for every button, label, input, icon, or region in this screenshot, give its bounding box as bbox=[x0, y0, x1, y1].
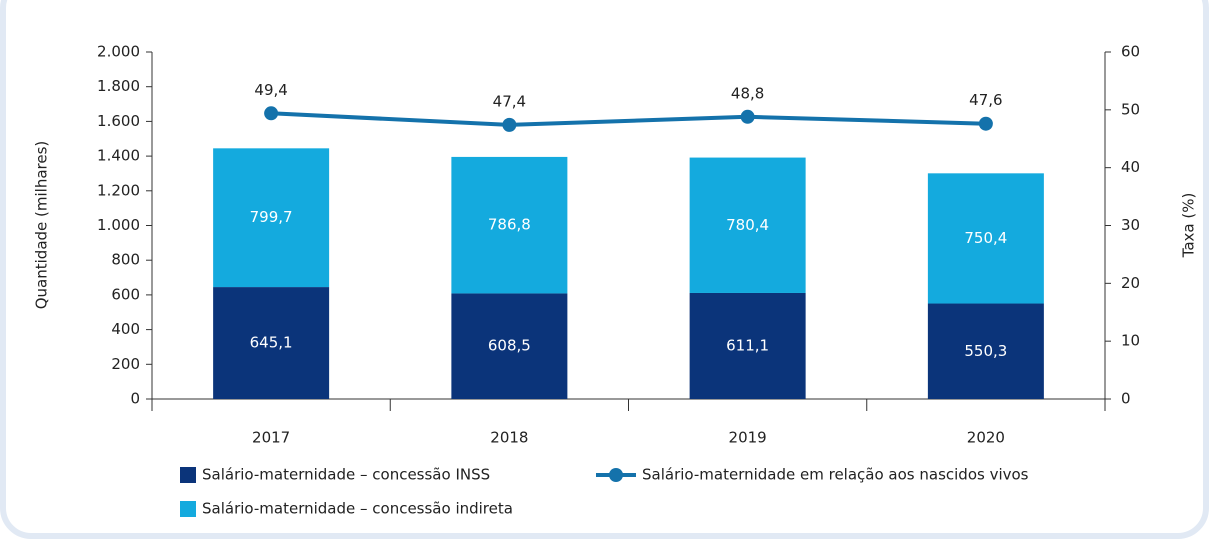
y2-tick-label: 20 bbox=[1121, 274, 1140, 292]
bar bbox=[689, 292, 806, 399]
x-tick-label: 2017 bbox=[252, 429, 290, 447]
data-label: 799,7 bbox=[250, 208, 293, 226]
y-tick-label: 800 bbox=[111, 251, 140, 269]
line bbox=[271, 111, 986, 127]
bar bbox=[213, 287, 330, 399]
data-label: 611,1 bbox=[726, 336, 769, 354]
y-tick-label: 1.400 bbox=[97, 147, 140, 165]
data-label: 49,4 bbox=[254, 81, 287, 99]
data-label: 645,1 bbox=[250, 334, 293, 352]
line-marker bbox=[264, 106, 279, 121]
line-marker bbox=[740, 109, 755, 124]
line-marker bbox=[978, 116, 993, 131]
data-label: 786,8 bbox=[488, 216, 531, 234]
x-tick-label: 2018 bbox=[490, 429, 528, 447]
y2-tick-label: 60 bbox=[1121, 43, 1140, 61]
bar bbox=[451, 293, 568, 399]
x-tick-label: 2019 bbox=[729, 429, 767, 447]
data-label: 608,5 bbox=[488, 337, 531, 355]
y-axis-label: Quantidade (milhares) bbox=[33, 141, 51, 310]
bar bbox=[689, 157, 806, 293]
line-marker bbox=[502, 117, 517, 132]
y2-axis-label: Taxa (%) bbox=[1180, 193, 1198, 259]
y2-tick-label: 10 bbox=[1121, 332, 1140, 350]
data-label: 750,4 bbox=[964, 229, 1007, 247]
legend-swatch bbox=[180, 467, 196, 483]
bar bbox=[927, 303, 1044, 399]
data-label: 47,4 bbox=[493, 92, 526, 110]
bar bbox=[213, 148, 330, 288]
y-tick-label: 1.000 bbox=[97, 216, 140, 234]
legend-label: Salário-maternidade – concessão indireta bbox=[202, 500, 513, 518]
data-label: 48,8 bbox=[731, 84, 764, 102]
x-tick-label: 2020 bbox=[967, 429, 1005, 447]
y-tick-label: 1.800 bbox=[97, 77, 140, 95]
y2-tick-label: 40 bbox=[1121, 158, 1140, 176]
y-tick-label: 400 bbox=[111, 320, 140, 338]
y2-tick-label: 50 bbox=[1121, 100, 1140, 118]
y2-tick-label: 0 bbox=[1121, 390, 1131, 408]
y-tick-label: 1.200 bbox=[97, 181, 140, 199]
bar bbox=[927, 173, 1044, 304]
data-label: 780,4 bbox=[726, 216, 769, 234]
y-tick-label: 0 bbox=[130, 390, 140, 408]
legend-label: Salário-maternidade – concessão INSS bbox=[202, 466, 490, 484]
data-label: 550,3 bbox=[964, 342, 1007, 360]
legend-swatch bbox=[180, 501, 196, 517]
y2-tick-label: 30 bbox=[1121, 216, 1140, 234]
y-tick-label: 600 bbox=[111, 285, 140, 303]
legend-marker bbox=[609, 468, 623, 482]
y-tick-label: 200 bbox=[111, 355, 140, 373]
y-tick-label: 1.600 bbox=[97, 112, 140, 130]
y-tick-label: 2.000 bbox=[97, 43, 140, 61]
data-label: 47,6 bbox=[969, 91, 1002, 109]
bar bbox=[451, 156, 568, 294]
legend-label: Salário-maternidade em relação aos nasci… bbox=[642, 466, 1029, 484]
